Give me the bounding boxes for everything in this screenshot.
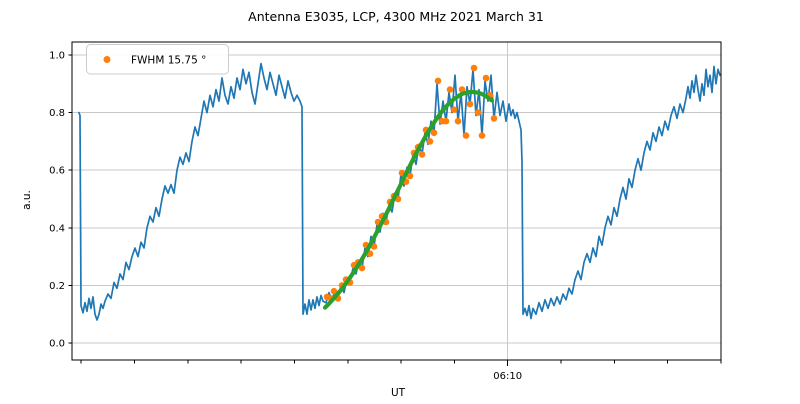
y-tick-label: 0.6 [49, 166, 65, 177]
legend-marker-dot-icon [103, 56, 111, 63]
fwhm-samples-point [430, 129, 438, 137]
fwhm-samples-point [434, 77, 442, 85]
antenna-signal-line [78, 62, 721, 321]
fwhm-samples-point [490, 115, 498, 122]
fwhm-samples-point [442, 117, 450, 125]
fwhm-samples-point [450, 106, 458, 113]
y-tick-label: 1.0 [49, 51, 65, 62]
y-tick-label: 0.4 [49, 223, 65, 234]
y-axis-label: a.u. [21, 190, 33, 210]
fwhm-samples-point [474, 109, 482, 116]
plot-border [71, 41, 722, 361]
chart-title: Antenna E3035, LCP, 4300 MHz 2021 March … [248, 9, 544, 24]
gaussian-fit-line [322, 89, 495, 310]
fwhm-samples-point [358, 264, 366, 272]
fwhm-samples-point [446, 86, 454, 93]
fwhm-samples-point [482, 74, 490, 82]
y-tick-label: 0.2 [49, 281, 65, 292]
y-tick-label: 0.0 [49, 339, 65, 350]
fwhm-samples-point [466, 100, 474, 108]
fwhm-samples-point [470, 64, 478, 72]
legend-label: FWHM 15.75 ° [131, 55, 206, 67]
series-layer [78, 62, 721, 321]
axis-layer: 0.0 0.2 0.4 0.6 0.8 1.0 [49, 51, 722, 366]
fwhm-samples-point [478, 132, 486, 139]
y-tick-label: 0.8 [49, 108, 65, 119]
x-tick-label: 06:10 [493, 371, 522, 382]
fwhm-samples-point [462, 132, 470, 139]
x-axis-label: UT [391, 387, 406, 399]
legend: FWHM 15.75 ° [86, 44, 229, 75]
legend-box [86, 44, 229, 75]
fwhm-samples-point [454, 117, 462, 125]
fwhm-samples-point [330, 287, 338, 295]
fwhm-samples-point [406, 172, 414, 180]
fwhm-samples-point [426, 138, 434, 145]
fwhm-samples-point [418, 151, 426, 158]
